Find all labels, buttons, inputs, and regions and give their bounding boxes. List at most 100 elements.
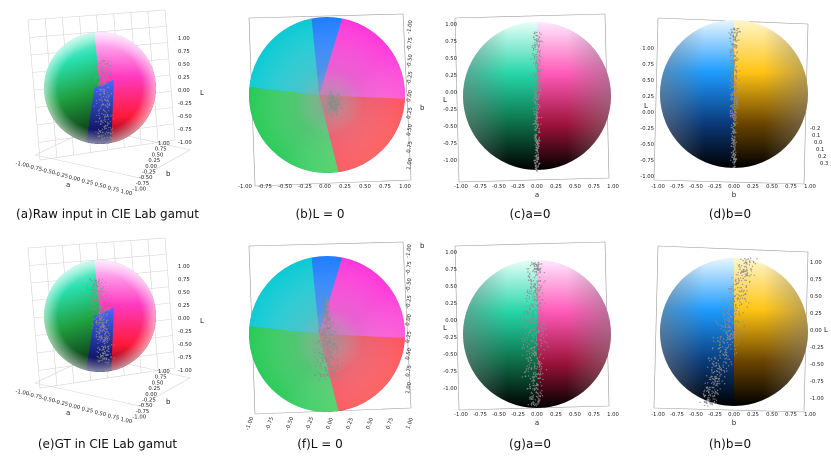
cloud-point bbox=[524, 339, 526, 342]
cloud-point bbox=[732, 99, 734, 101]
cloud-point bbox=[539, 306, 541, 308]
cloud-point bbox=[707, 366, 709, 368]
tick-y-c-2: 0.50 bbox=[445, 56, 457, 62]
tick-z-d-0: -0.2 bbox=[810, 126, 820, 132]
frame-h bbox=[653, 245, 809, 413]
cloud-point bbox=[528, 276, 531, 278]
tick-x-c-8: 1.00 bbox=[607, 184, 619, 190]
cloud-point bbox=[96, 321, 98, 323]
cloud-point bbox=[738, 340, 740, 342]
cloud-point bbox=[327, 306, 329, 309]
axis-label-x-d: b bbox=[732, 191, 737, 199]
cloud-point bbox=[324, 354, 326, 356]
cloud-point bbox=[749, 268, 752, 270]
cloud-point bbox=[96, 351, 98, 353]
cloud-point bbox=[111, 129, 113, 131]
tick-x-g-2: -0.50 bbox=[492, 412, 506, 418]
cloud-point bbox=[726, 347, 729, 349]
cloud-point bbox=[733, 46, 735, 48]
cloud-point bbox=[537, 305, 539, 308]
cloud-point bbox=[326, 312, 329, 314]
cloud-point bbox=[718, 344, 721, 347]
cloud-point bbox=[315, 342, 317, 344]
cloud-point bbox=[728, 358, 731, 360]
cloud-point bbox=[104, 321, 106, 323]
cloud-point bbox=[100, 97, 102, 99]
tick-y-b-7: 0.75 bbox=[406, 141, 414, 154]
cloud-point bbox=[735, 352, 738, 354]
cloud-point bbox=[316, 348, 319, 351]
cloud-point bbox=[530, 396, 532, 398]
cloud-point bbox=[534, 286, 536, 289]
cloud-point bbox=[96, 336, 98, 338]
tick-y-c-0: 1.00 bbox=[445, 22, 457, 28]
cloud-point bbox=[327, 315, 329, 317]
cloud-point bbox=[113, 357, 115, 359]
cloud-point bbox=[731, 285, 733, 288]
cloud-point bbox=[732, 150, 734, 152]
cloud-point bbox=[316, 361, 319, 364]
cloud-point bbox=[533, 340, 535, 342]
cloud-point bbox=[739, 268, 741, 271]
cloud-point bbox=[532, 292, 535, 294]
tick-y-b-5: 0.25 bbox=[406, 107, 414, 120]
cloud-point bbox=[333, 96, 336, 99]
cloud-point bbox=[326, 323, 328, 325]
cloud-point bbox=[748, 281, 751, 283]
tick-x-b-3: -0.25 bbox=[298, 184, 312, 190]
cloud-point bbox=[106, 136, 109, 138]
tick-y-g-7: -0.75 bbox=[443, 369, 457, 375]
cloud-point bbox=[535, 75, 537, 77]
cloud-point bbox=[538, 139, 540, 141]
cloud-point bbox=[732, 125, 735, 128]
cloud-point bbox=[106, 361, 108, 363]
cloud-point bbox=[703, 396, 705, 398]
cloud-point bbox=[325, 336, 327, 338]
cloud-point bbox=[99, 94, 101, 96]
cloud-point bbox=[735, 283, 738, 285]
cloud-point bbox=[107, 104, 109, 106]
cloud-point bbox=[707, 405, 709, 407]
cloud-point bbox=[95, 284, 97, 286]
cloud-point bbox=[100, 295, 102, 297]
cloud-point bbox=[101, 136, 103, 138]
cloud-point bbox=[525, 336, 528, 339]
cloud-point bbox=[101, 119, 103, 121]
cloud-point bbox=[107, 96, 109, 98]
hue-disk-f bbox=[249, 256, 405, 412]
cloud-point bbox=[537, 363, 540, 365]
cloud-point bbox=[333, 372, 335, 375]
cloud-point bbox=[714, 358, 717, 360]
cloud-point bbox=[87, 283, 89, 285]
cloud-point bbox=[729, 37, 731, 40]
cloud-point bbox=[714, 356, 716, 358]
cloud-point bbox=[109, 73, 111, 75]
cloud-point bbox=[108, 324, 110, 326]
cloud-point bbox=[539, 280, 542, 282]
cloud-point bbox=[737, 274, 739, 276]
cloud-point bbox=[324, 310, 327, 312]
cloud-point bbox=[538, 50, 540, 53]
cloud-point bbox=[533, 375, 535, 378]
cloud-point bbox=[98, 112, 100, 114]
cloud-point bbox=[539, 88, 542, 90]
cloud-point bbox=[537, 331, 540, 334]
tick-x-c-5: 0.25 bbox=[550, 184, 562, 190]
tick-L-e-4: 0.00 bbox=[178, 316, 190, 322]
cloud-point bbox=[98, 282, 100, 284]
cloud-point bbox=[325, 315, 327, 318]
cloud-point bbox=[732, 43, 734, 45]
cloud-point bbox=[530, 321, 532, 324]
cloud-point bbox=[327, 358, 329, 360]
cloud-point bbox=[100, 90, 102, 92]
cloud-point bbox=[715, 362, 717, 364]
cloud-point bbox=[716, 385, 718, 387]
cloud-point bbox=[103, 297, 105, 299]
cloud-point bbox=[718, 347, 720, 350]
cloud-point bbox=[724, 352, 726, 354]
cloud-point bbox=[713, 340, 715, 342]
tick-x-d-3: -0.25 bbox=[708, 184, 722, 190]
cloud-point bbox=[532, 99, 534, 102]
cloud-point bbox=[733, 289, 735, 292]
cloud-point bbox=[92, 289, 94, 291]
